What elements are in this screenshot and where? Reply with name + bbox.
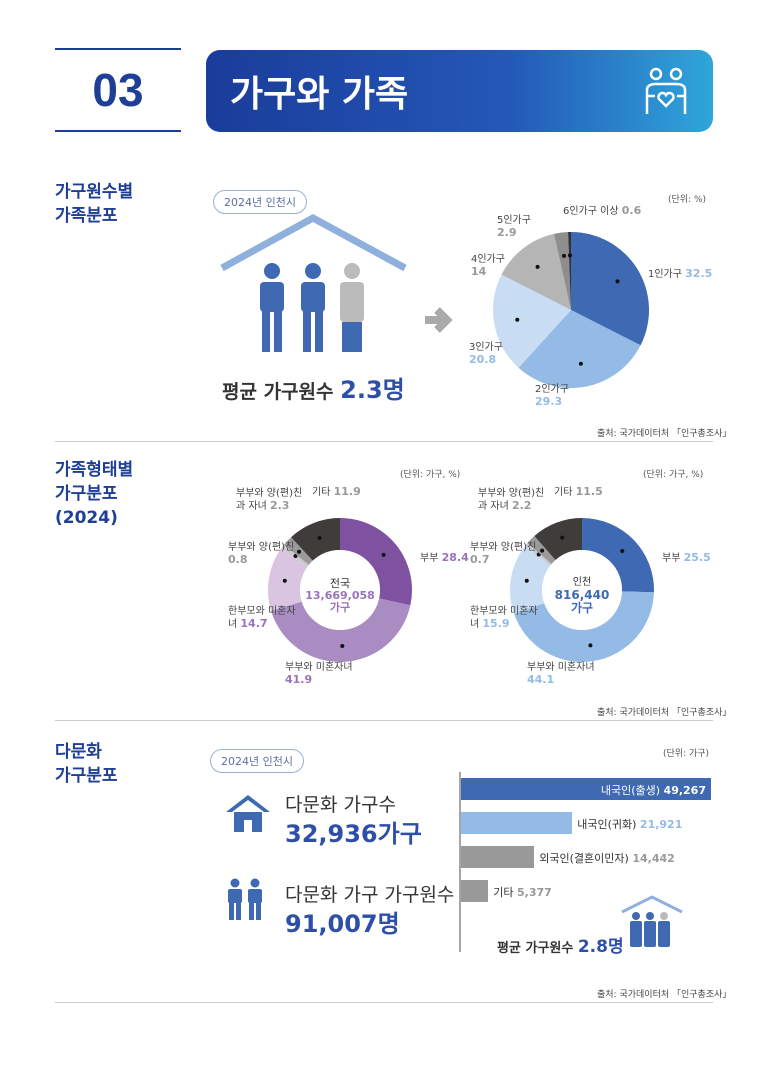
bar-label-0: 내국인(출생) 49,267 xyxy=(600,784,706,797)
donut-label: 부부 28.4 xyxy=(420,551,469,565)
national-donut-slice-0 xyxy=(340,518,412,606)
incheon-donut-marker-0 xyxy=(620,549,625,554)
bar-label-1: 내국인(귀화) 21,921 xyxy=(577,818,683,831)
divider xyxy=(55,1002,713,1003)
incheon-donut-slice-2 xyxy=(510,545,551,614)
divider xyxy=(55,441,713,442)
incheon-donut-slice-5 xyxy=(534,518,582,561)
bar-1 xyxy=(461,812,573,834)
donut-label: 한부모와 미혼자녀 15.9 xyxy=(470,606,538,630)
unit-label: (단위: %) xyxy=(668,195,707,205)
donut-label: 부부와 양(편)친과 자녀 2.2 xyxy=(478,488,545,512)
label-1person: 1인가구 32.5 xyxy=(648,267,713,281)
avg-label: 평균 가구원수 xyxy=(222,381,334,403)
incheon-donut-marker-4 xyxy=(540,548,545,553)
multicultural-members-label: 다문화 가구 가구원수 xyxy=(285,884,455,906)
household-pie-slice-1 xyxy=(518,310,641,388)
incheon-donut-slice-1 xyxy=(514,591,654,663)
section-title-household-size: 가구원수별 가족분포 xyxy=(55,182,134,226)
household-pie-slice-4 xyxy=(554,232,571,310)
year-badge: 2024년 인천시 xyxy=(213,190,307,214)
donut-label: 부부와 양(편)친 0.7 xyxy=(470,542,537,566)
donut-label: 부부 25.5 xyxy=(662,551,711,565)
donut-center-incheon: 인천 816,440 가구 xyxy=(554,577,610,615)
bar-0 xyxy=(461,778,711,800)
chapter-title: 가구와 가족 xyxy=(230,74,409,115)
donut-label: 한부모와 미혼자녀 14.7 xyxy=(228,606,296,630)
source-note: 출처: 국가데이터처 「인구총조사」 xyxy=(597,990,732,1000)
label-6person: 6인가구 이상 0.6 xyxy=(563,204,642,218)
household-pie-slice-3 xyxy=(501,233,571,310)
incheon-donut-marker-5 xyxy=(560,535,565,540)
multicultural-avg: 평균 가구원수 2.8명 xyxy=(497,937,624,957)
household-pie-marker-0 xyxy=(615,279,620,284)
household-pie-slice-5 xyxy=(568,232,571,310)
label-4person: 4인가구 14 xyxy=(471,254,505,278)
year-badge: 2024년 인천시 xyxy=(210,749,304,773)
donut-label: 부부와 양(편)친 0.8 xyxy=(228,542,295,566)
section-title-multicultural: 다문화 가구분포 xyxy=(55,742,118,786)
incheon-donut-marker-2 xyxy=(524,578,529,583)
source-note: 출처: 국가데이터처 「인구총조사」 xyxy=(597,708,732,718)
household-pie-marker-3 xyxy=(535,264,540,269)
unit-label: (단위: 가구) xyxy=(663,749,710,759)
donut-label: 기타 11.9 xyxy=(312,485,361,499)
national-donut-slice-1 xyxy=(271,598,411,663)
incheon-donut-marker-1 xyxy=(588,643,593,648)
national-donut-marker-2 xyxy=(282,578,287,583)
family-heart-icon xyxy=(645,67,687,114)
household-pie-slice-2 xyxy=(493,274,571,368)
unit-label: (단위: 가구, %) xyxy=(643,470,704,480)
incheon-donut-slice-0 xyxy=(582,518,654,593)
household-pie-marker-2 xyxy=(515,317,520,322)
bar-3 xyxy=(461,880,489,902)
avg-household-size: 평균 가구원수 2.3명 xyxy=(222,370,405,405)
multicultural-households-value: 32,936가구 xyxy=(285,820,422,848)
multicultural-members-value: 91,007명 xyxy=(285,910,400,938)
donut-label: 기타 11.5 xyxy=(554,485,603,499)
national-donut-marker-3 xyxy=(293,553,298,558)
section-title-family-type: 가족형태별 가구분포 (2024) xyxy=(55,460,134,528)
unit-label: (단위: 가구, %) xyxy=(400,470,461,480)
national-donut-marker-4 xyxy=(297,549,302,554)
label-2person: 2인가구 29.3 xyxy=(535,384,569,408)
donut-label: 부부와 미혼자녀 44.1 xyxy=(527,662,595,686)
bar-label-3: 기타 5,377 xyxy=(493,886,552,899)
avg-value: 2.3명 xyxy=(340,376,405,404)
household-pie-marker-1 xyxy=(578,361,583,366)
national-donut-marker-0 xyxy=(381,552,386,557)
donut-label: 부부와 양(편)친과 자녀 2.3 xyxy=(236,488,303,512)
household-pie-slice-0 xyxy=(571,232,649,346)
label-5person: 5인가구 2.9 xyxy=(497,215,531,239)
bar-label-2: 외국인(결혼이민자) 14,442 xyxy=(539,852,675,865)
household-pie-marker-5 xyxy=(567,253,572,258)
label-3person: 3인가구 20.8 xyxy=(469,342,503,366)
chapter-title-banner: 가구와 가족 xyxy=(206,50,713,132)
divider xyxy=(55,720,713,721)
national-donut-marker-1 xyxy=(340,643,345,648)
household-pie-marker-4 xyxy=(561,253,566,258)
chapter-number: 03 xyxy=(55,48,181,132)
national-donut-slice-2 xyxy=(267,547,308,611)
national-donut-marker-5 xyxy=(317,535,322,540)
bar-2 xyxy=(461,846,535,868)
national-donut-slice-5 xyxy=(291,518,340,561)
donut-label: 부부와 미혼자녀 41.9 xyxy=(285,662,353,686)
source-note: 출처: 국가데이터처 「인구총조사」 xyxy=(597,429,732,439)
donut-center-national: 전국 13,669,058 가구 xyxy=(305,577,375,614)
multicultural-households-label: 다문화 가구수 xyxy=(285,794,396,816)
